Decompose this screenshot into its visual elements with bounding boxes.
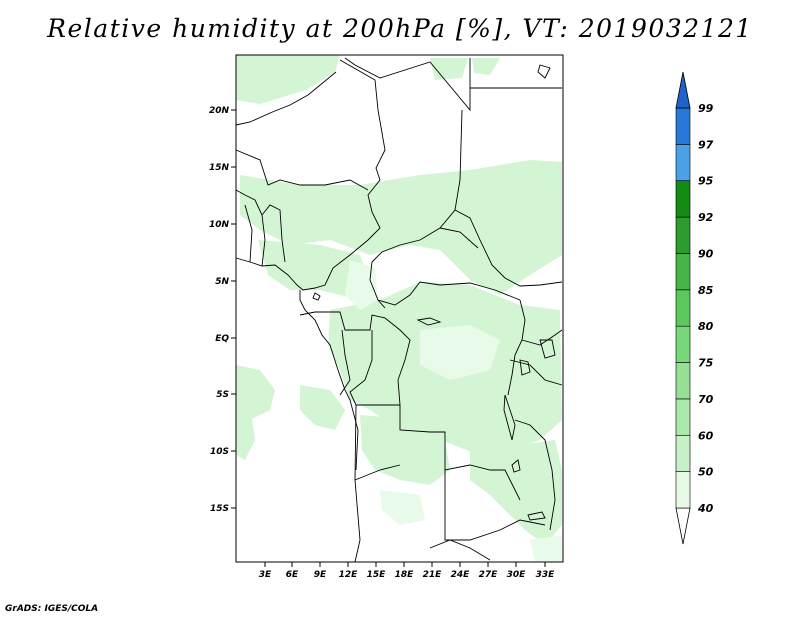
lat-label: 20N — [209, 106, 230, 116]
colorbar-swatch — [675, 471, 691, 509]
lon-label: 30E — [507, 570, 527, 580]
colorbar-swatch — [675, 253, 691, 291]
lakes — [312, 64, 556, 521]
country-borders — [235, 57, 563, 563]
colorbar-swatch — [675, 289, 691, 327]
lon-label: 3E — [259, 570, 272, 580]
colorbar-swatch — [675, 107, 691, 145]
lat-tick-labels: 20N 15N 10N 5N EQ 5S 10S 15S — [209, 106, 230, 514]
colorbar-swatch — [675, 434, 691, 472]
lat-label: 15S — [210, 504, 229, 514]
colorbar-swatch — [675, 180, 691, 218]
lon-label: 18E — [395, 570, 415, 580]
lat-label: EQ — [215, 334, 229, 344]
colorbar: 40 50 60 70 75 80 85 90 92 95 97 99 — [675, 71, 714, 545]
colorbar-over-arrow — [675, 71, 691, 109]
colorbar-level-label: 85 — [698, 284, 714, 297]
colorbar-swatch — [675, 325, 691, 363]
lat-label: 10S — [210, 447, 229, 457]
colorbar-swatch — [675, 144, 691, 182]
colorbar-level-label: 60 — [698, 429, 714, 442]
lon-label: 6E — [286, 570, 299, 580]
humidity-shading-light — [345, 260, 562, 562]
colorbar-swatch — [675, 216, 691, 254]
lon-label: 15E — [367, 570, 387, 580]
lat-label: 5S — [216, 390, 229, 400]
lat-ticks — [231, 109, 236, 509]
lon-label: 9E — [314, 570, 327, 580]
lon-label: 12E — [339, 570, 359, 580]
lon-label: 21E — [423, 570, 443, 580]
colorbar-level-label: 95 — [698, 175, 714, 188]
lon-tick-labels: 3E 6E 9E 12E 15E 18E 21E 24E 27E 30E 33E — [259, 570, 555, 580]
colorbar-level-label: 92 — [698, 211, 714, 224]
colorbar-swatch — [675, 398, 691, 436]
lon-label: 24E — [451, 570, 471, 580]
humidity-shading — [236, 55, 562, 545]
colorbar-level-label: 75 — [698, 357, 714, 370]
colorbar-level-label: 80 — [698, 320, 714, 333]
colorbar-under-arrow — [675, 507, 691, 545]
lon-label: 33E — [536, 570, 556, 580]
colorbar-level-label: 99 — [698, 102, 714, 115]
map-border — [235, 54, 564, 563]
lat-label: 5N — [215, 277, 229, 287]
lon-ticks — [264, 562, 546, 567]
page-title: Relative humidity at 200hPa [%], VT: 201… — [47, 14, 753, 43]
colorbar-level-label: 97 — [698, 138, 714, 151]
lat-label: 15N — [209, 163, 230, 173]
colorbar-level-label: 90 — [698, 247, 714, 260]
lat-label: 10N — [209, 220, 230, 230]
colorbar-swatch — [675, 362, 691, 400]
colorbar-level-label: 40 — [697, 502, 714, 515]
credit-label: GrADS: IGES/COLA — [5, 604, 99, 614]
lon-label: 27E — [479, 570, 499, 580]
colorbar-level-label: 70 — [698, 393, 714, 406]
colorbar-level-label: 50 — [698, 466, 714, 479]
